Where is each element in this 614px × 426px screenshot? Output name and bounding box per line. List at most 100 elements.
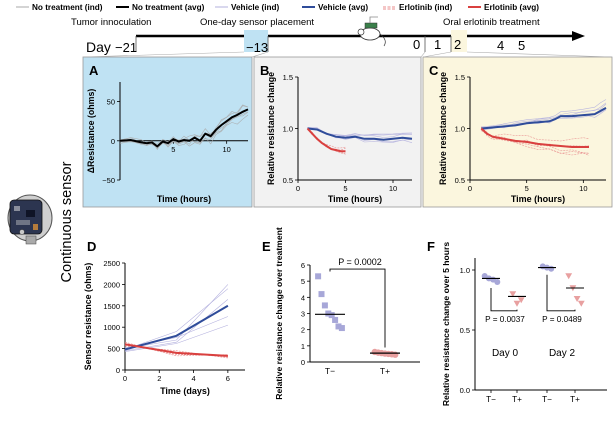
y-tick-label: 5 — [301, 277, 305, 286]
x-category-label: T− — [486, 395, 496, 404]
vehicle-point — [338, 325, 345, 332]
vehicle-ind-line — [124, 299, 229, 351]
timeline-tick-m21: −21 — [115, 40, 137, 55]
erlotinib-point — [565, 273, 573, 280]
y-axis-label: Relative resistance change over 5 hours — [441, 242, 451, 407]
chart-f: 0.0 0.5 1.0 Relative resistance change over… — [441, 242, 607, 407]
vehicle-avg-line — [124, 304, 229, 351]
timeline-tick-m13: −13 — [246, 40, 268, 55]
x-tick-label: 10 — [389, 184, 397, 193]
vehicle-point — [494, 279, 501, 285]
timeline-arrowhead — [572, 31, 585, 41]
y-axis-label: Relative resistance change — [438, 72, 448, 185]
erlotinib-avg-line — [306, 127, 346, 153]
panel-label-e: E — [262, 239, 271, 254]
x-axis-label: Time (days) — [160, 386, 210, 396]
y-tick-label: 0.5 — [460, 326, 470, 335]
x-tick-label: 5 — [525, 184, 529, 193]
legend: No treatment (ind) No treatment (avg) Vehi… — [16, 3, 539, 12]
panel-label-c: C — [429, 63, 439, 78]
x-category-label: T+ — [570, 395, 580, 404]
timeline-day-label: Day — [86, 39, 111, 55]
vehicle-ind-line — [124, 324, 229, 352]
x-tick-label: 10 — [222, 145, 230, 154]
y-axis-label: Relative resistance change — [266, 72, 276, 185]
x-tick-label: 0 — [123, 374, 127, 383]
x-tick-label: 2 — [157, 374, 161, 383]
erlotinib-point — [573, 296, 581, 302]
x-tick-label: 4 — [191, 374, 195, 383]
x-category-label: T+ — [512, 395, 522, 404]
x-tick-label: 5 — [171, 145, 175, 154]
side-label: Continuous sensor — [59, 161, 75, 282]
timeline-event-innoculation: Tumor innoculation — [71, 17, 151, 28]
y-tick-label: 1.0 — [455, 125, 465, 134]
p-value-label: P = 0.0002 — [338, 257, 382, 267]
y-tick-label: 6 — [301, 261, 305, 270]
y-tick-label: 0.5 — [283, 176, 293, 185]
erlotinib-ind-line — [481, 127, 590, 156]
panel-label-f: F — [427, 239, 435, 254]
y-tick-label: 1.0 — [283, 125, 293, 134]
x-tick-label: 0 — [296, 184, 300, 193]
y-tick-label: 1.5 — [455, 73, 465, 82]
erlotinib-point — [392, 351, 399, 358]
y-tick-label: 4 — [301, 293, 305, 302]
y-tick-label: 0.0 — [460, 386, 470, 395]
panel-label-b: B — [260, 63, 269, 78]
x-tick-label: 0 — [468, 184, 472, 193]
day-group-label: Day 0 — [492, 348, 519, 359]
x-category-label: T− — [325, 366, 335, 376]
legend-label: Vehicle (avg) — [318, 3, 368, 12]
p-value-label: P = 0.0037 — [485, 315, 525, 324]
no-treatment-avg-line — [119, 108, 249, 148]
x-axis-label: Time (hours) — [157, 194, 211, 204]
erlotinib-ind-line — [307, 129, 346, 154]
timeline: Day Tumor innoculation One-day sensor pl… — [71, 17, 585, 55]
significance-bracket — [546, 274, 576, 312]
timeline-tick-2: 2 — [454, 37, 461, 52]
day-group-label: Day 2 — [549, 348, 576, 359]
vehicle-point — [315, 273, 322, 280]
legend-label: No treatment (ind) — [32, 3, 103, 12]
erlotinib-point — [513, 300, 521, 307]
vehicle-ind-line — [481, 99, 607, 128]
timeline-tick-4: 4 — [497, 38, 504, 53]
y-tick-label: 1500 — [103, 302, 120, 311]
vehicle-point — [325, 310, 332, 317]
y-axis-label: ΔResistance (ohms) — [86, 89, 96, 174]
x-category-label: T+ — [380, 366, 390, 376]
y-tick-label: 1.0 — [460, 266, 470, 275]
timeline-event-treatment: Oral erlotinib treatment — [443, 17, 540, 28]
timeline-event-placement: One-day sensor placement — [200, 17, 314, 28]
erlotinib-ind-line — [307, 129, 346, 149]
timeline-tick-1: 1 — [434, 37, 441, 52]
timeline-tick-5: 5 — [518, 38, 525, 53]
y-axis-label: Sensor resistance (ohms) — [83, 263, 93, 371]
connector-a-right — [251, 51, 269, 58]
vehicle-point — [332, 316, 339, 323]
y-tick-label: 3 — [301, 310, 305, 319]
y-tick-label: −50 — [102, 176, 115, 185]
x-tick-label: 6 — [226, 374, 230, 383]
panel-label-a: A — [89, 63, 99, 78]
panel-a-background — [82, 56, 253, 208]
timeline-tick-0: 0 — [413, 37, 420, 52]
mouse-icon — [357, 16, 386, 47]
vehicle-ind-line — [124, 316, 229, 348]
no-treatment-ind-line — [119, 111, 249, 149]
erlotinib-avg-line — [480, 127, 589, 148]
y-tick-label: 1 — [301, 342, 305, 351]
chart-c: 0.5 1.0 1.5 0 5 10 Time (hours) Relative resist… — [438, 72, 607, 204]
y-tick-label: 500 — [107, 345, 120, 354]
y-tick-label: 1.5 — [283, 73, 293, 82]
panel-label-d: D — [87, 239, 96, 254]
connector-c-left — [422, 51, 452, 58]
erlotinib-ind-line — [481, 126, 590, 154]
chart-a: −50 0 50 5 10 Time (hours) ΔResistance (ohms) — [86, 82, 249, 204]
connector-b-right — [420, 51, 426, 58]
erlotinib-avg-line — [124, 343, 228, 357]
chart-e: 0 1 2 3 4 5 6 Relative resistance change over t… — [274, 227, 420, 400]
